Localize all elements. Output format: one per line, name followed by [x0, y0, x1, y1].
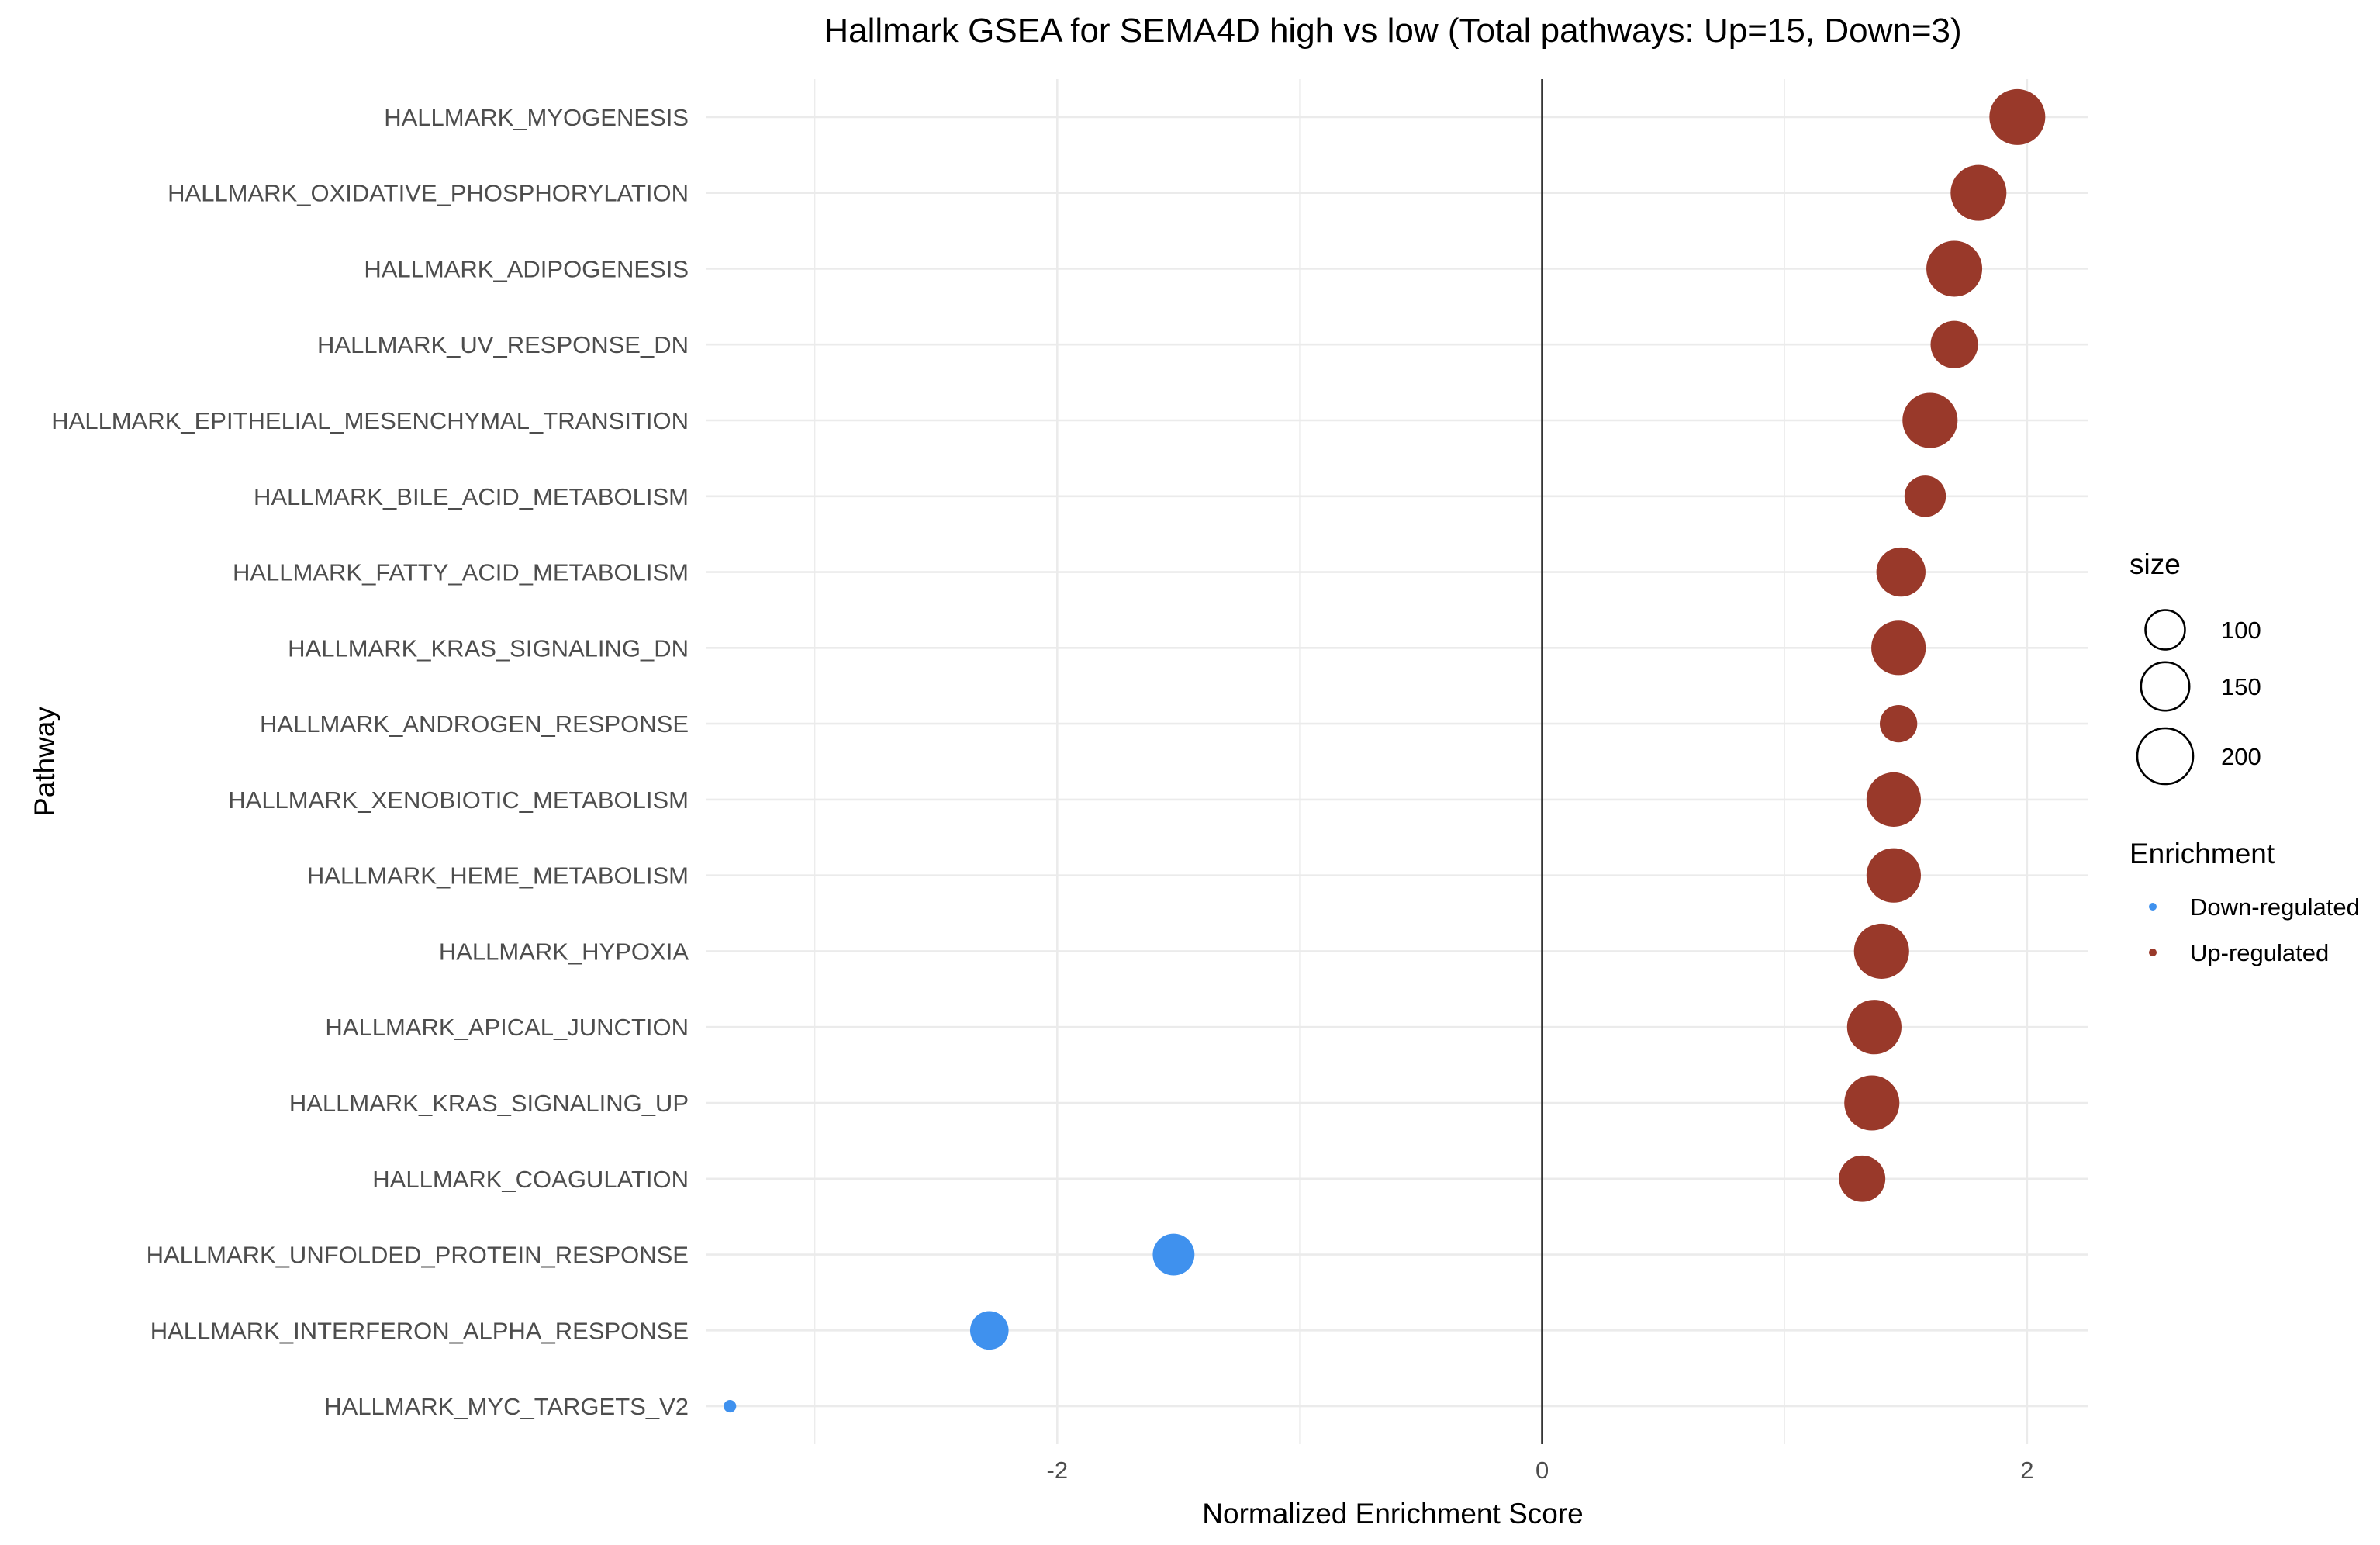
- chart-title: Hallmark GSEA for SEMA4D high vs low (To…: [824, 12, 1961, 50]
- y-tick-label-hallmark-androgen-response: HALLMARK_ANDROGEN_RESPONSE: [260, 710, 689, 738]
- size-legend-key-200: [2136, 727, 2195, 786]
- point-hallmark-bile-acid-metabolism: [1904, 475, 1946, 517]
- y-tick-label-hallmark-myc-targets-v2: HALLMARK_MYC_TARGETS_V2: [324, 1393, 689, 1420]
- point-hallmark-interferon-alpha-response: [969, 1311, 1009, 1350]
- y-tick-label-hallmark-myogenesis: HALLMARK_MYOGENESIS: [384, 104, 689, 131]
- size-legend-key-100: [2144, 609, 2186, 651]
- y-tick-label-hallmark-unfolded-protein-response: HALLMARK_UNFOLDED_PROTEIN_RESPONSE: [147, 1242, 689, 1269]
- point-hallmark-unfolded-protein-response: [1152, 1233, 1195, 1276]
- y-tick-label-hallmark-bile-acid-metabolism: HALLMARK_BILE_ACID_METABOLISM: [254, 483, 689, 510]
- size-legend-label-200: 200: [2221, 743, 2261, 770]
- point-hallmark-adipogenesis: [1926, 240, 1983, 297]
- legend: size 100 150 200 Enrichment Down-regulated…: [2130, 548, 2360, 966]
- point-hallmark-coagulation: [1839, 1155, 1886, 1202]
- point-hallmark-xenobiotic-metabolism: [1866, 772, 1921, 827]
- y-axis-tick-labels: HALLMARK_MYOGENESIS HALLMARK_OXIDATIVE_PH…: [51, 104, 689, 1420]
- size-legend-key-150: [2140, 661, 2191, 712]
- y-tick-label-hallmark-coagulation: HALLMARK_COAGULATION: [372, 1166, 689, 1193]
- point-hallmark-androgen-response: [1879, 704, 1918, 743]
- x-tick-label-2: -2: [1047, 1457, 1069, 1484]
- point-hallmark-epithelial-mesenchymal-transition: [1902, 392, 1958, 448]
- enrichment-legend-label-down-regulated: Down-regulated: [2190, 893, 2360, 921]
- y-tick-label-hallmark-xenobiotic-metabolism: HALLMARK_XENOBIOTIC_METABOLISM: [228, 786, 689, 814]
- y-tick-label-hallmark-epithelial-mesenchymal-transition: HALLMARK_EPITHELIAL_MESENCHYMAL_TRANSITI…: [51, 407, 689, 434]
- point-hallmark-myogenesis: [1989, 88, 2046, 145]
- grid-lines: [706, 79, 2088, 1444]
- size-legend-title: size: [2130, 548, 2181, 580]
- y-tick-label-hallmark-kras-signaling-up: HALLMARK_KRAS_SIGNALING_UP: [289, 1090, 689, 1117]
- data-points: [724, 88, 2046, 1413]
- enrichment-legend-key-down-regulated: [2149, 903, 2157, 911]
- y-tick-label-hallmark-uv-response-dn: HALLMARK_UV_RESPONSE_DN: [317, 331, 689, 358]
- size-legend-label-100: 100: [2221, 617, 2261, 644]
- enrichment-legend-title: Enrichment: [2130, 838, 2275, 869]
- y-tick-label-hallmark-kras-signaling-dn: HALLMARK_KRAS_SIGNALING_DN: [288, 634, 689, 662]
- point-hallmark-uv-response-dn: [1930, 320, 1978, 368]
- y-tick-label-hallmark-fatty-acid-metabolism: HALLMARK_FATTY_ACID_METABOLISM: [233, 559, 689, 586]
- point-hallmark-myc-targets-v2: [724, 1400, 737, 1413]
- size-legend-label-150: 150: [2221, 673, 2261, 700]
- point-hallmark-hypoxia: [1853, 923, 1909, 979]
- y-tick-label-hallmark-interferon-alpha-response: HALLMARK_INTERFERON_ALPHA_RESPONSE: [150, 1317, 689, 1344]
- x-axis-title: Normalized Enrichment Score: [1202, 1498, 1583, 1529]
- point-hallmark-fatty-acid-metabolism: [1876, 547, 1926, 597]
- point-hallmark-apical-junction: [1846, 1000, 1902, 1055]
- x-axis-tick-labels: -2 0 2: [1047, 1457, 2034, 1484]
- point-hallmark-heme-metabolism: [1866, 848, 1921, 903]
- point-hallmark-oxidative-phosphorylation: [1950, 164, 2007, 221]
- point-hallmark-kras-signaling-up: [1844, 1075, 1900, 1131]
- x-tick-label-0: 0: [1535, 1457, 1549, 1484]
- y-tick-label-hallmark-hypoxia: HALLMARK_HYPOXIA: [439, 938, 689, 965]
- y-tick-label-hallmark-heme-metabolism: HALLMARK_HEME_METABOLISM: [307, 862, 689, 890]
- size-legend-entries: 100 150 200: [2136, 609, 2261, 786]
- point-hallmark-kras-signaling-dn: [1871, 620, 1926, 676]
- x-tick-label-2: 2: [2020, 1457, 2033, 1484]
- enrichment-legend-entries: Down-regulated Up-regulated: [2149, 893, 2360, 966]
- y-tick-label-hallmark-adipogenesis: HALLMARK_ADIPOGENESIS: [364, 255, 689, 282]
- y-axis-title: Pathway: [29, 707, 60, 817]
- enrichment-legend-key-up-regulated: [2149, 949, 2157, 956]
- y-tick-label-hallmark-oxidative-phosphorylation: HALLMARK_OXIDATIVE_PHOSPHORYLATION: [168, 180, 689, 207]
- y-tick-label-hallmark-apical-junction: HALLMARK_APICAL_JUNCTION: [325, 1014, 689, 1041]
- enrichment-legend-label-up-regulated: Up-regulated: [2190, 939, 2329, 966]
